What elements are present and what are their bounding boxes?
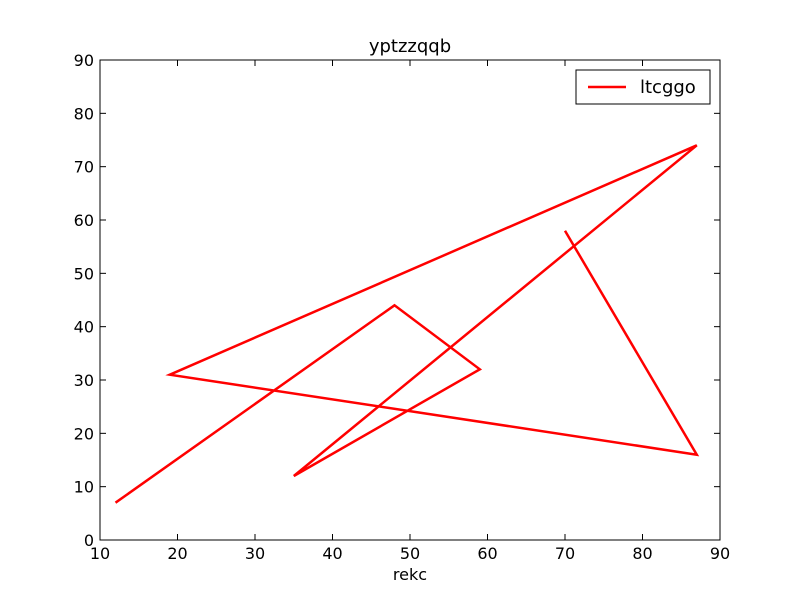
y-tick-label-10: 10	[74, 478, 94, 497]
plot-frame	[99, 59, 721, 541]
x-axis-label: rekc	[393, 565, 427, 584]
y-tick-label-90: 90	[74, 51, 94, 70]
x-tick-label-40: 40	[322, 544, 342, 563]
chart-title: yptzzqqb	[369, 36, 451, 57]
plot-background	[100, 60, 720, 540]
series-layer	[114, 144, 700, 504]
x-tick-label-80: 80	[632, 544, 652, 563]
series-line-ltcggo	[114, 144, 700, 504]
y-tick-label-50: 50	[74, 264, 94, 283]
legend-box	[575, 69, 711, 105]
x-tick-label-10: 10	[90, 544, 110, 563]
y-tick-labels: 0 10 20 30 40 50 60 70 80 90	[74, 51, 94, 550]
y-tick-label-60: 60	[74, 211, 94, 230]
y-tick-label-20: 20	[74, 424, 94, 443]
x-tick-labels: 10 20 30 40 50 60 70 80 90	[90, 544, 730, 563]
x-tick-label-70: 70	[555, 544, 575, 563]
y-tick-label-70: 70	[74, 158, 94, 177]
y-tick-label-40: 40	[74, 318, 94, 337]
y-tick-label-80: 80	[74, 104, 94, 123]
y-tick-label-0: 0	[84, 531, 94, 550]
legend: ltcggo	[575, 69, 711, 105]
x-tick-label-50: 50	[400, 544, 420, 563]
x-tick-label-60: 60	[477, 544, 497, 563]
x-tick-label-90: 90	[710, 544, 730, 563]
legend-label-ltcggo: ltcggo	[640, 77, 696, 98]
plot-area	[99, 59, 721, 541]
y-tick-label-30: 30	[74, 371, 94, 390]
x-tick-label-20: 20	[167, 544, 187, 563]
x-tick-label-30: 30	[245, 544, 265, 563]
